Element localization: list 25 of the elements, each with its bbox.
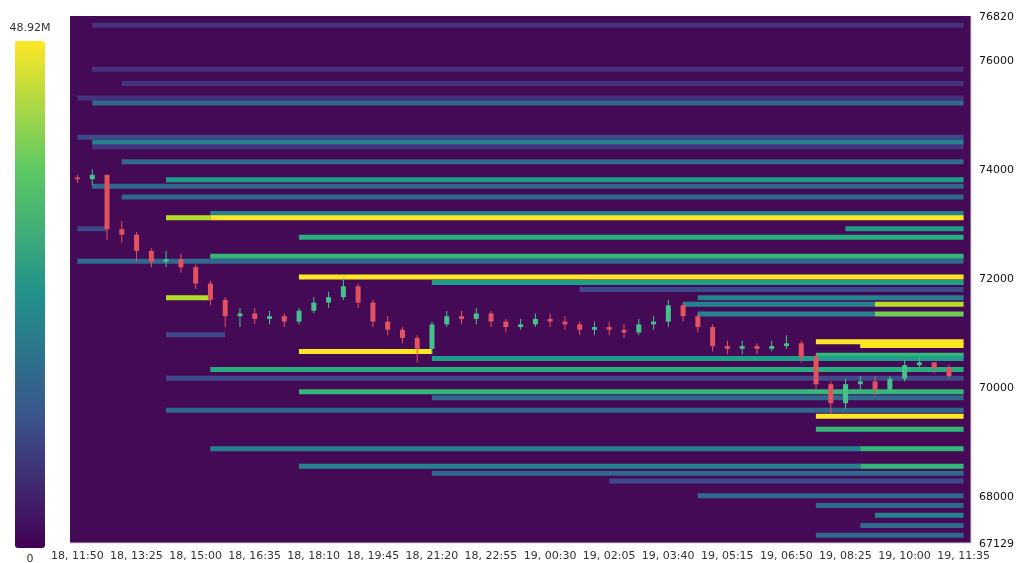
x-tick-label: 19, 08:25 [819, 548, 872, 562]
x-tick-label: 18, 16:35 [228, 548, 281, 562]
x-tick-label: 19, 06:50 [760, 548, 813, 562]
y-tick-label: 68000 [979, 489, 1014, 503]
y-tick-label: 76000 [979, 54, 1014, 68]
x-tick-label: 18, 15:00 [169, 548, 222, 562]
y-tick-label: 74000 [979, 163, 1014, 177]
y-tick-label: 72000 [979, 272, 1014, 286]
x-tick-label: 19, 03:40 [641, 548, 695, 562]
color-bar-label: 48.92M [8, 21, 52, 34]
color-bar-label: 0 [25, 552, 35, 563]
x-tick-label: 19, 10:00 [878, 548, 931, 562]
y-tick-label: 70000 [979, 380, 1014, 394]
x-tick-label: 19, 00:30 [523, 548, 577, 562]
x-tick-label: 19, 02:05 [582, 548, 636, 562]
x-tick-label: 18, 19:45 [346, 548, 400, 562]
x-tick-label: 18, 18:10 [287, 548, 341, 562]
x-tick-label: 18, 22:55 [464, 548, 518, 562]
x-tick-label: 18, 13:25 [110, 548, 163, 562]
y-tick-label: 67129 [979, 536, 1014, 550]
x-tick-label: 19, 11:35 [937, 548, 990, 562]
x-tick-label: 18, 11:50 [51, 548, 104, 562]
y-tick-label: 76820 [979, 9, 1014, 23]
x-tick-label: 18, 21:20 [405, 548, 459, 562]
x-tick-label: 19, 05:15 [700, 548, 754, 562]
